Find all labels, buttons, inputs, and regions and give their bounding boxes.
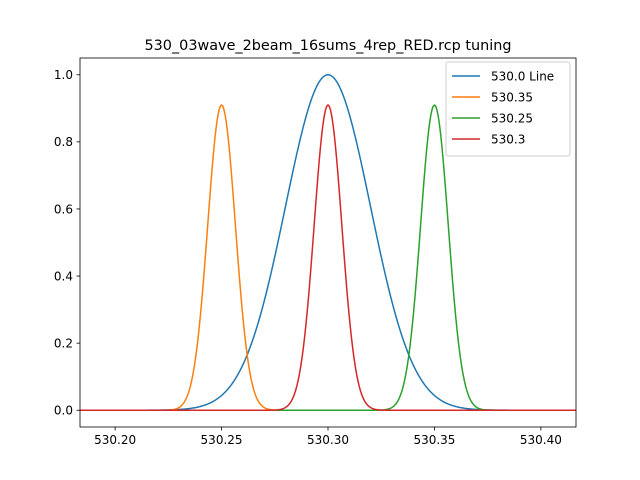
chart-title: 530_03wave_2beam_16sums_4rep_RED.rcp tun…	[145, 38, 512, 54]
y-tick-label: 0.8	[54, 135, 73, 149]
x-tick-label: 530.35	[413, 433, 455, 447]
legend-label: 530.0 Line	[491, 69, 554, 83]
legend-label: 530.35	[491, 90, 533, 104]
series-layer	[80, 74, 576, 411]
legend-box	[445, 61, 571, 157]
x-tick-label: 530.25	[201, 433, 243, 447]
x-tick-label: 530.20	[94, 433, 136, 447]
x-tick-label: 530.30	[307, 433, 349, 447]
legend-label: 530.3	[491, 132, 525, 146]
legend-label: 530.25	[491, 111, 533, 125]
axes-layer: 530.20 530.25 530.30 530.35 530.40 0.0 0.2 0.4 0…	[54, 57, 577, 447]
series-line-3	[80, 104, 576, 411]
y-tick-label: 0.6	[54, 202, 73, 216]
y-tick-label: 0.4	[54, 269, 73, 283]
y-tick-label: 0.0	[54, 404, 73, 418]
chart-legend: 530.0 Line 530.35 530.25 530.3	[445, 61, 571, 157]
y-tick-label: 0.2	[54, 336, 73, 350]
x-tick-label: 530.40	[520, 433, 562, 447]
y-tick-label: 1.0	[54, 68, 73, 82]
